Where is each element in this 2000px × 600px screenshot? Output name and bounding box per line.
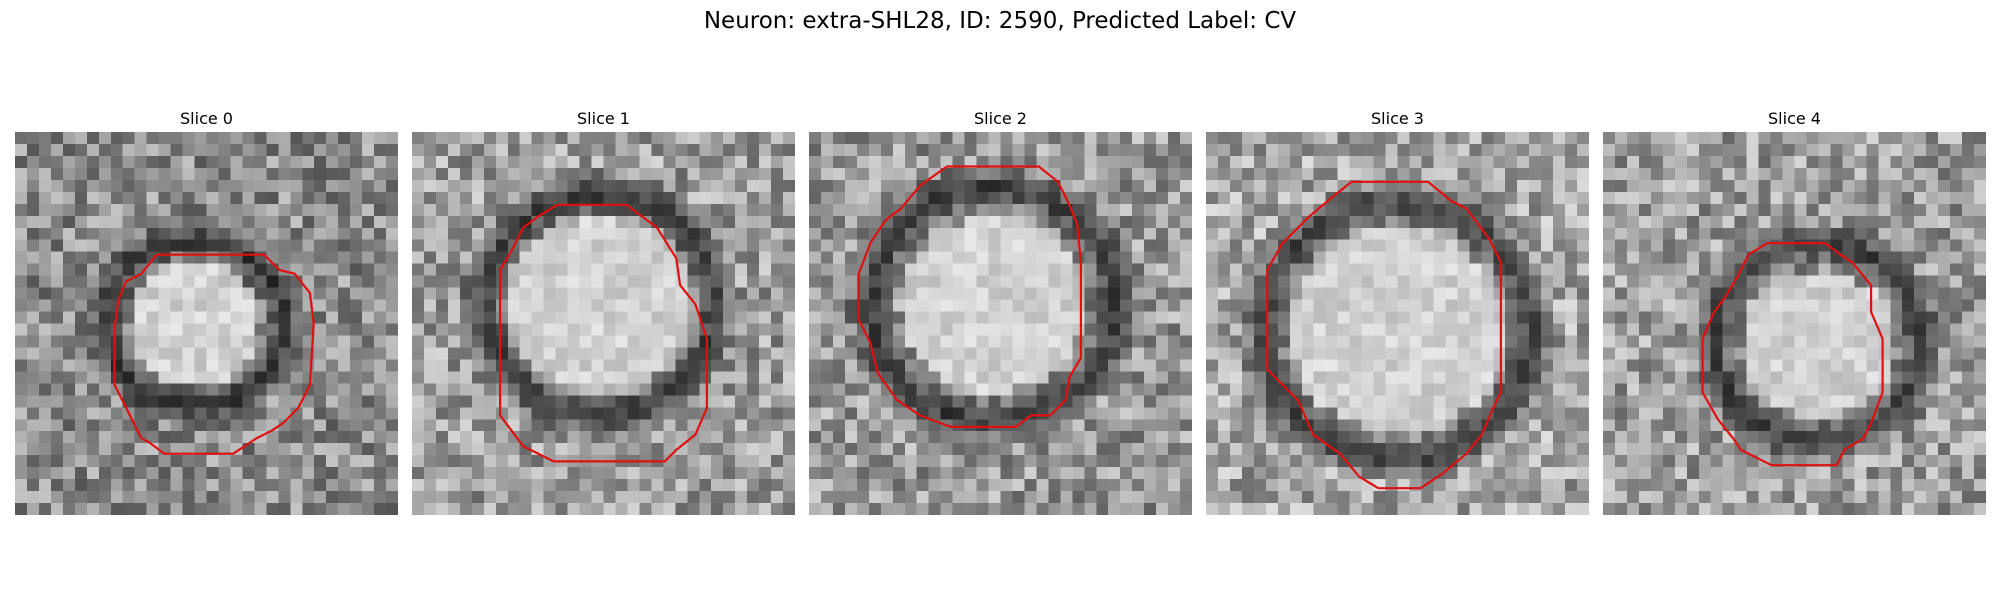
em-slice-image — [1206, 132, 1589, 515]
slice-panel: Slice 0 — [15, 108, 398, 515]
slice-title: Slice 2 — [974, 109, 1027, 128]
em-slice-image — [809, 132, 1192, 515]
em-slice-image — [1603, 132, 1986, 515]
figure-title: Neuron: extra-SHL28, ID: 2590, Predicted… — [703, 8, 1297, 34]
slice-panel: Slice 1 — [412, 108, 795, 515]
slice-title: Slice 4 — [1768, 109, 1821, 128]
segmentation-contour — [498, 203, 708, 463]
slice-title: Slice 3 — [1371, 109, 1424, 128]
em-slice-image — [15, 132, 398, 515]
grayscale-pixels — [1603, 132, 1986, 515]
slice-panel: Slice 4 — [1603, 108, 1986, 515]
segmentation-contour — [1701, 241, 1884, 467]
grayscale-pixels — [809, 132, 1192, 515]
slice-title: Slice 1 — [577, 109, 630, 128]
segmentation-contour — [1266, 180, 1502, 490]
grayscale-pixels — [15, 132, 398, 515]
grayscale-pixels — [1206, 132, 1589, 515]
slice-panel: Slice 2 — [809, 108, 1192, 515]
segmentation-contour — [113, 253, 315, 455]
grayscale-pixels — [412, 132, 795, 515]
em-slice-image — [412, 132, 795, 515]
slice-panel: Slice 3 — [1206, 108, 1589, 515]
slice-title: Slice 0 — [180, 109, 233, 128]
segmentation-contour — [857, 165, 1082, 428]
